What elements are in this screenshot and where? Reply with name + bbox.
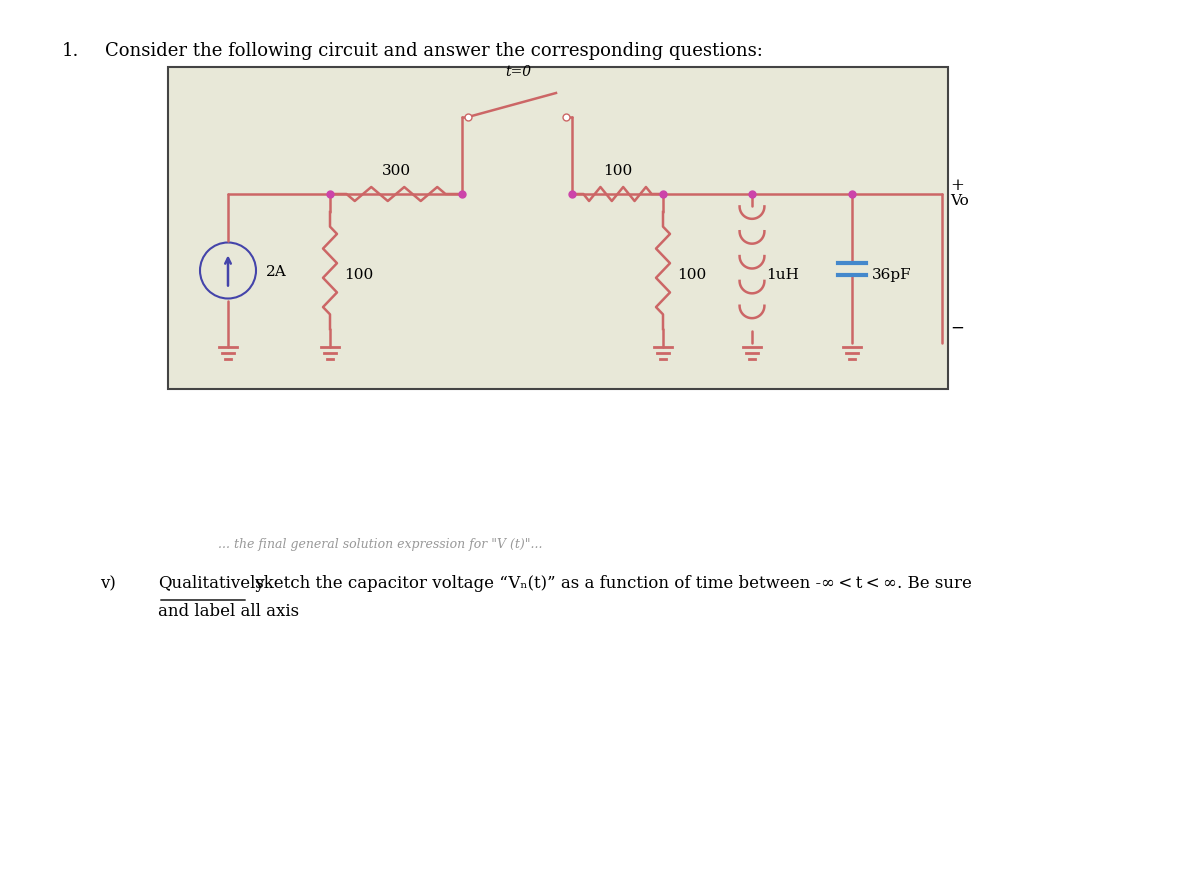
Text: ... the final general solution expression for "V (t)"...: ... the final general solution expressio… [218,537,542,551]
Text: 300: 300 [382,164,410,178]
FancyBboxPatch shape [168,68,948,390]
Text: 1.: 1. [62,42,79,60]
Text: Vo: Vo [950,194,968,208]
Text: 100: 100 [602,164,632,178]
Text: v): v) [100,574,116,591]
Text: +: + [950,176,964,194]
Text: 36pF: 36pF [872,268,912,282]
Text: 100: 100 [677,268,707,282]
Text: 2A: 2A [266,265,287,279]
Text: sketch the capacitor voltage “Vₙ(t)” as a function of time between -∞ < t < ∞. B: sketch the capacitor voltage “Vₙ(t)” as … [250,574,972,591]
Text: −: − [950,320,964,336]
Text: Consider the following circuit and answer the corresponding questions:: Consider the following circuit and answe… [106,42,763,60]
Text: 1uH: 1uH [766,268,799,282]
Text: and label all axis: and label all axis [158,602,299,619]
Text: t=0: t=0 [505,65,532,79]
Text: Qualitatively: Qualitatively [158,574,265,591]
Text: 100: 100 [344,268,373,282]
